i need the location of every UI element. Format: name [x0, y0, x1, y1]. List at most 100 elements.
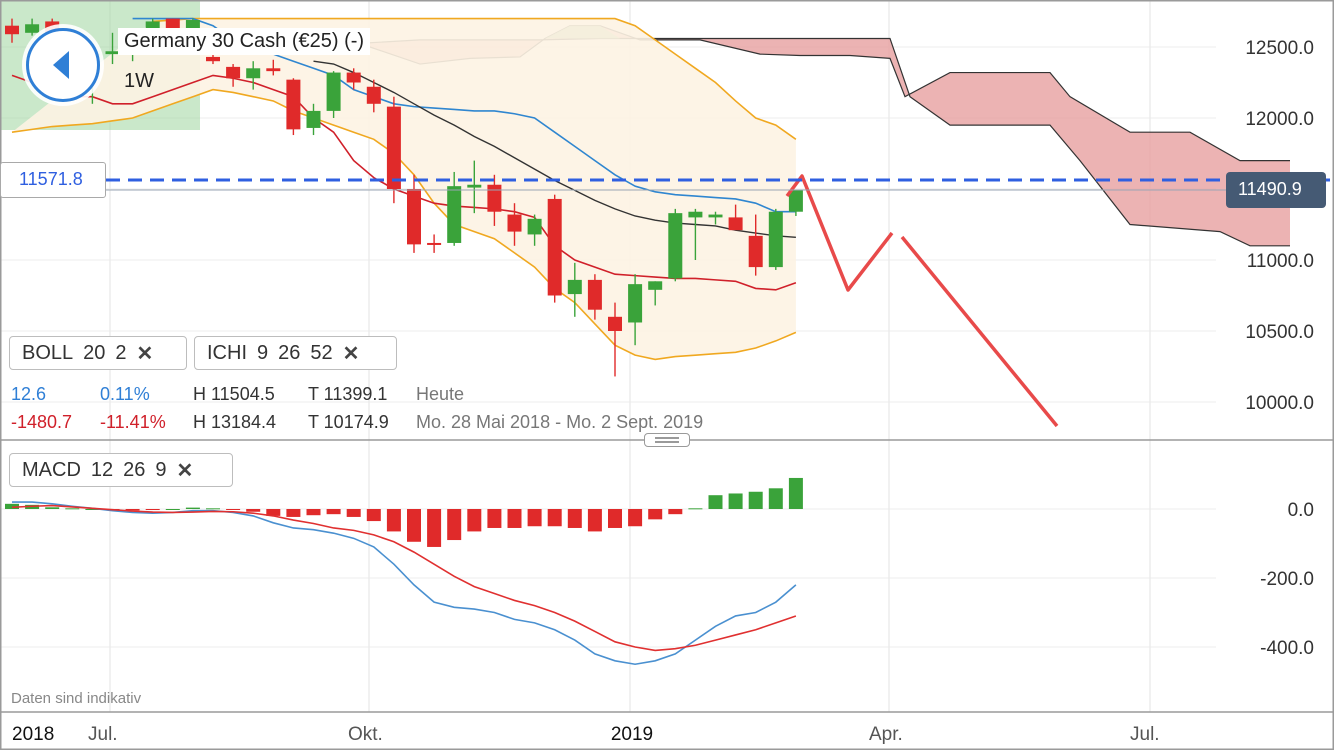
- macd-histogram-bar: [65, 508, 80, 510]
- last-price-pill: 11490.9: [1226, 172, 1326, 208]
- horizontal-line-label[interactable]: 11571.8: [0, 162, 106, 198]
- bollinger-band: [12, 18, 796, 360]
- candle-body: [688, 211, 703, 218]
- back-arrow-icon: [53, 51, 69, 79]
- candle-body: [105, 51, 120, 55]
- ichi-param-3: 52: [310, 341, 333, 364]
- close-icon[interactable]: ✕: [176, 459, 194, 482]
- boll-indicator-tag[interactable]: BOLL 20 2 ✕: [9, 336, 187, 370]
- candle-body: [527, 218, 542, 235]
- candle-body: [386, 106, 401, 189]
- macd-line: [12, 501, 797, 666]
- macd-histogram-bar: [206, 508, 220, 510]
- candle-body: [366, 86, 381, 104]
- macd-name: MACD: [22, 458, 81, 481]
- candle-body: [286, 79, 301, 130]
- ichi-param-1: 9: [257, 341, 269, 364]
- macd-histogram-bar: [366, 509, 381, 522]
- macd-histogram-bar: [708, 495, 723, 509]
- candle-body: [326, 72, 341, 111]
- price-tick-label: 10000.0: [1245, 393, 1314, 414]
- macd-histogram-bar: [648, 509, 663, 520]
- macd-histogram-bar: [85, 509, 100, 510]
- ichi-indicator-tag[interactable]: ICHI 9 26 52 ✕: [194, 336, 397, 370]
- macd-histogram-bar: [185, 507, 200, 509]
- macd-histogram-bar: [788, 477, 803, 509]
- candle-body: [25, 24, 40, 33]
- macd-histogram-bar: [527, 509, 542, 527]
- macd-histogram-bar: [45, 507, 60, 509]
- bollinger-upper: [152, 17, 797, 140]
- high-value: H 13184.4: [193, 412, 277, 432]
- macd-histogram-bar: [567, 509, 582, 528]
- macd-histogram-bar: [447, 509, 462, 541]
- ichi-name: ICHI: [207, 341, 247, 364]
- macd-histogram-bar: [145, 509, 160, 511]
- horizontal-line: [106, 178, 1334, 191]
- back-button[interactable]: [26, 28, 100, 102]
- macd-histogram-bar: [748, 491, 763, 509]
- candle-body: [165, 18, 180, 30]
- macd-histogram-bar: [507, 509, 522, 528]
- bollinger-fill: [12, 18, 796, 360]
- macd-tick-label: 0.0: [1288, 500, 1314, 521]
- macd-histogram-bar: [668, 509, 683, 515]
- price-tick-label: 11000.0: [1247, 251, 1314, 272]
- pane-resize-handle[interactable]: [644, 433, 690, 447]
- candle-body: [668, 213, 683, 279]
- candle-body: [648, 281, 663, 290]
- macd-tick-label: -400.0: [1260, 638, 1314, 659]
- x-tick-label: Apr.: [869, 724, 903, 745]
- boll-param-2: 2: [115, 341, 127, 364]
- macd-tick-label: -200.0: [1260, 569, 1314, 590]
- macd-param-2: 26: [123, 458, 146, 481]
- macd-histogram-bar: [346, 509, 361, 517]
- macd-histogram-bar: [165, 509, 180, 510]
- price-tick-label: 10500.0: [1245, 322, 1314, 343]
- candle-body: [507, 214, 522, 232]
- macd-histogram-bar: [688, 508, 703, 510]
- price-tick-label: 12000.0: [1245, 109, 1314, 130]
- candle-body: [788, 190, 803, 212]
- change-value: 12.6: [11, 384, 47, 404]
- macd-histogram-bar: [306, 509, 321, 516]
- interval-label[interactable]: 1W: [124, 70, 154, 92]
- high-value: H 11504.5: [193, 384, 275, 404]
- change-value: -1480.7: [11, 412, 73, 432]
- price-tick-label: 12500.0: [1245, 38, 1314, 59]
- macd-indicator-tag[interactable]: MACD 12 26 9 ✕: [9, 453, 233, 487]
- candle-body: [185, 20, 200, 30]
- candle-body: [628, 284, 643, 323]
- close-icon[interactable]: ✕: [136, 342, 154, 365]
- candle-body: [226, 66, 241, 79]
- candle-body: [728, 217, 743, 231]
- candle-body: [145, 21, 160, 33]
- x-tick-label: Jul.: [88, 724, 118, 745]
- macd-histogram-bar: [467, 509, 482, 532]
- x-tick-label: Okt.: [348, 724, 383, 745]
- change-percent: 0.11%: [100, 384, 150, 404]
- ichi-param-2: 26: [278, 341, 301, 364]
- macd-histogram-bar: [326, 509, 341, 515]
- boll-param-1: 20: [83, 341, 106, 364]
- macd-pane: [0, 439, 1334, 666]
- candle-body: [306, 110, 321, 128]
- drawn-trend-line: [900, 235, 1059, 428]
- macd-histogram-bar: [125, 509, 140, 511]
- candle-body: [407, 189, 421, 245]
- x-tick-label: 2018: [12, 724, 54, 745]
- macd-histogram-bar: [487, 509, 502, 528]
- macd-param-1: 12: [90, 458, 114, 481]
- instrument-title: Germany 30 Cash (€25) (-): [118, 28, 371, 55]
- x-tick-background: [6, 715, 62, 747]
- macd-histogram-bar: [266, 509, 281, 516]
- candle-body: [266, 68, 281, 72]
- signal-line: [11, 504, 797, 652]
- trend-drawing: [785, 174, 1059, 428]
- change-percent: -11.41%: [100, 412, 166, 432]
- boll-name: BOLL: [22, 341, 74, 364]
- close-icon[interactable]: ✕: [342, 342, 360, 365]
- drawn-zigzag: [785, 174, 894, 292]
